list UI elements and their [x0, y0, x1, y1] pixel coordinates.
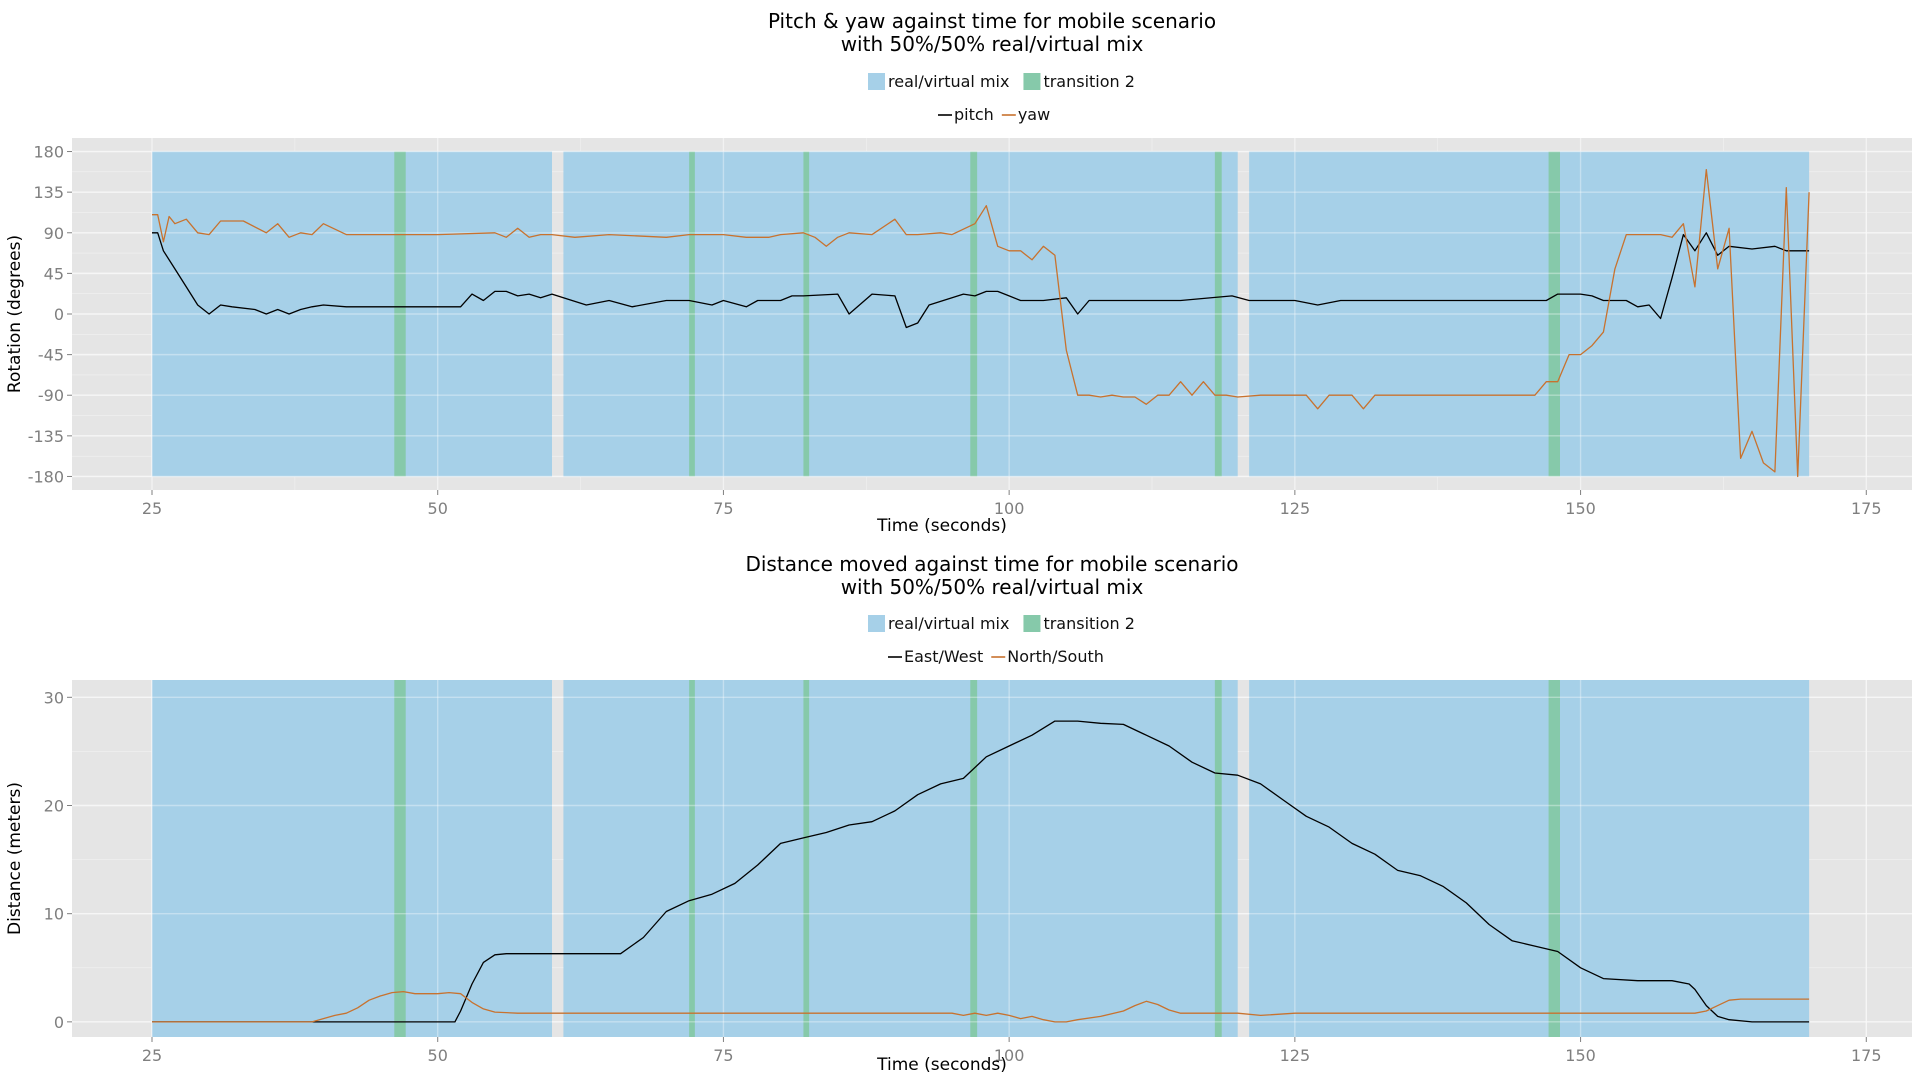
region-real-virtual-mix	[563, 680, 1238, 1037]
x-tick-label: 100	[994, 499, 1025, 518]
y-tick-label: 90	[44, 224, 64, 243]
region-transition-2	[394, 151, 406, 477]
x-tick-label: 75	[713, 1046, 733, 1065]
y-tick-label: -90	[38, 386, 64, 405]
series-line-pitch	[152, 232, 1810, 329]
legend-swatch-fill	[868, 73, 885, 90]
legend-label: pitch	[954, 105, 994, 124]
chart-title-line: Distance moved against time for mobile s…	[745, 552, 1238, 576]
legend-label: North/South	[1007, 647, 1104, 666]
region-transition-2	[970, 151, 978, 477]
legend-label: East/West	[904, 647, 983, 666]
x-tick-label: 50	[428, 499, 448, 518]
region-transition-2	[803, 151, 810, 477]
x-tick-label: 125	[1280, 499, 1311, 518]
region-real-virtual-mix	[1249, 680, 1810, 1037]
y-tick-label: 30	[44, 688, 64, 707]
y-tick-label: 135	[33, 183, 64, 202]
legend-label: transition 2	[1043, 72, 1135, 91]
series-line-yaw	[152, 168, 1810, 478]
x-tick-label: 25	[142, 1046, 162, 1065]
region-transition-2	[1548, 680, 1560, 1037]
y-tick-label: 45	[44, 264, 64, 283]
region-transition-2	[1214, 151, 1222, 477]
chart-title-line: with 50%/50% real/virtual mix	[841, 575, 1144, 599]
region-real-virtual-mix	[152, 151, 552, 477]
legend-swatch-fill	[868, 615, 885, 632]
y-tick-label: 180	[33, 143, 64, 162]
y-tick-label: 0	[54, 305, 64, 324]
x-tick-label: 125	[1280, 1046, 1311, 1065]
legend-label: real/virtual mix	[888, 614, 1009, 633]
region-transition-2	[689, 151, 695, 477]
region-transition-2	[1548, 151, 1560, 477]
region-transition-2	[970, 680, 978, 1037]
legend-swatch-fill	[1023, 73, 1041, 90]
region-real-virtual-mix	[563, 151, 1238, 477]
legend-label: yaw	[1018, 105, 1050, 124]
x-tick-label: 25	[142, 499, 162, 518]
x-tick-label: 75	[713, 499, 733, 518]
series-line-east-west	[152, 720, 1810, 1023]
chart-1: Pitch & yaw against time for mobile scen…	[5, 9, 1912, 536]
region-transition-2	[803, 680, 810, 1037]
y-tick-label: 20	[44, 796, 64, 815]
x-tick-label: 100	[994, 1046, 1025, 1065]
x-tick-label: 175	[1851, 1046, 1882, 1065]
y-tick-label: -45	[38, 346, 64, 365]
y-tick-label: -135	[28, 427, 64, 446]
chart-title-line: with 50%/50% real/virtual mix	[841, 32, 1144, 56]
region-transition-2	[394, 680, 406, 1037]
region-transition-2	[1214, 680, 1222, 1037]
y-axis-label: Distance (meters)	[5, 782, 25, 935]
region-transition-2	[689, 680, 695, 1037]
y-axis-label: Rotation (degrees)	[5, 235, 25, 393]
region-real-virtual-mix	[1249, 151, 1810, 477]
y-tick-label: -180	[28, 467, 64, 486]
x-tick-label: 50	[428, 1046, 448, 1065]
region-real-virtual-mix	[152, 680, 552, 1037]
x-tick-label: 175	[1851, 499, 1882, 518]
series-line-north-south	[152, 990, 1810, 1023]
chart-title-line: Pitch & yaw against time for mobile scen…	[768, 9, 1216, 33]
y-tick-label: 0	[54, 1013, 64, 1032]
x-tick-label: 150	[1565, 1046, 1596, 1065]
x-tick-label: 150	[1565, 499, 1596, 518]
x-axis-label: Time (seconds)	[876, 516, 1007, 536]
chart-2: Distance moved against time for mobile s…	[5, 552, 1912, 1075]
y-tick-label: 10	[44, 905, 64, 924]
legend-swatch-fill	[1023, 615, 1041, 632]
legend-label: transition 2	[1043, 614, 1135, 633]
x-axis-label: Time (seconds)	[876, 1055, 1007, 1075]
legend-label: real/virtual mix	[888, 72, 1009, 91]
